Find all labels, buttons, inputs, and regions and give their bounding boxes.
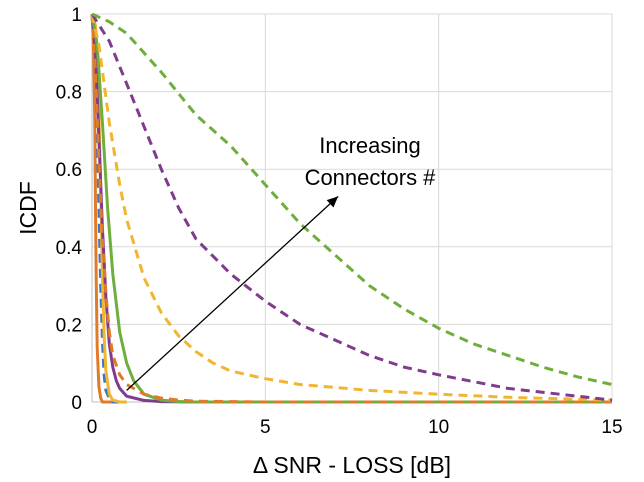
series-line-6: [90, 13, 612, 404]
annotation: Increasing Connectors #: [126, 133, 437, 391]
y-tick-label: 0.2: [56, 315, 82, 336]
tick-labels: 0 5 10 15 0 0.2 0.4 0.6 0.8 1: [56, 5, 623, 438]
axes: [91, 14, 612, 403]
y-tick-label: 1: [71, 5, 82, 26]
annotation-line-2: Connectors #: [305, 165, 437, 190]
y-tick-label: 0.4: [56, 238, 83, 259]
annotation-line-1: Increasing: [319, 133, 421, 158]
y-tick-label: 0: [71, 393, 82, 414]
y-tick-label: 0.8: [56, 83, 82, 104]
x-tick-label: 5: [260, 417, 271, 438]
x-tick-label: 10: [428, 417, 449, 438]
x-axis-label: Δ SNR - LOSS [dB]: [253, 452, 451, 478]
series-line-4: [90, 13, 612, 404]
y-tick-label: 0.6: [56, 160, 82, 181]
y-axis-label: ICDF: [15, 181, 41, 235]
series-line-9: [91, 12, 613, 386]
x-tick-label: 15: [601, 417, 622, 438]
series-line-5: [90, 13, 612, 404]
grid: [91, 13, 613, 403]
annotation-arrow-head: [326, 196, 339, 208]
series-line-1: [90, 13, 127, 404]
series-lines: [90, 12, 613, 404]
series-line-7: [90, 13, 613, 402]
annotation-arrow-line: [126, 195, 339, 391]
series-line-8: [90, 13, 613, 402]
x-tick-label: 0: [87, 417, 98, 438]
